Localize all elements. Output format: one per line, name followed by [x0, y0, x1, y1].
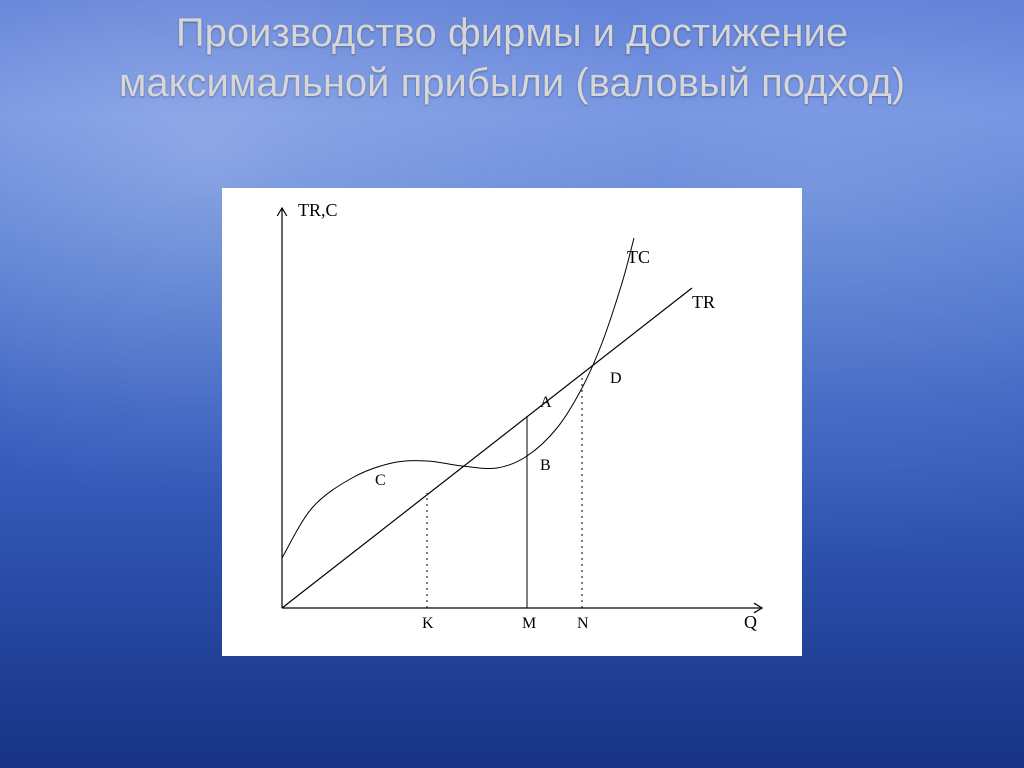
svg-text:TR,C: TR,C: [298, 200, 338, 220]
svg-text:B: B: [540, 457, 551, 474]
chart-card: TR,C Q TR TC K M N C A B D: [222, 188, 802, 656]
slide-background: Производство фирмы и достижение максимал…: [0, 0, 1024, 768]
svg-text:K: K: [422, 615, 434, 632]
svg-text:C: C: [375, 472, 386, 489]
svg-text:TC: TC: [627, 247, 650, 267]
slide-title: Производство фирмы и достижение максимал…: [0, 8, 1024, 108]
svg-text:Q: Q: [744, 612, 757, 632]
svg-text:M: M: [522, 615, 536, 632]
svg-text:TR: TR: [692, 292, 715, 312]
economics-chart: TR,C Q TR TC K M N C A B D: [222, 188, 802, 656]
svg-text:D: D: [610, 370, 622, 387]
svg-text:A: A: [540, 394, 552, 411]
svg-text:N: N: [577, 615, 589, 632]
